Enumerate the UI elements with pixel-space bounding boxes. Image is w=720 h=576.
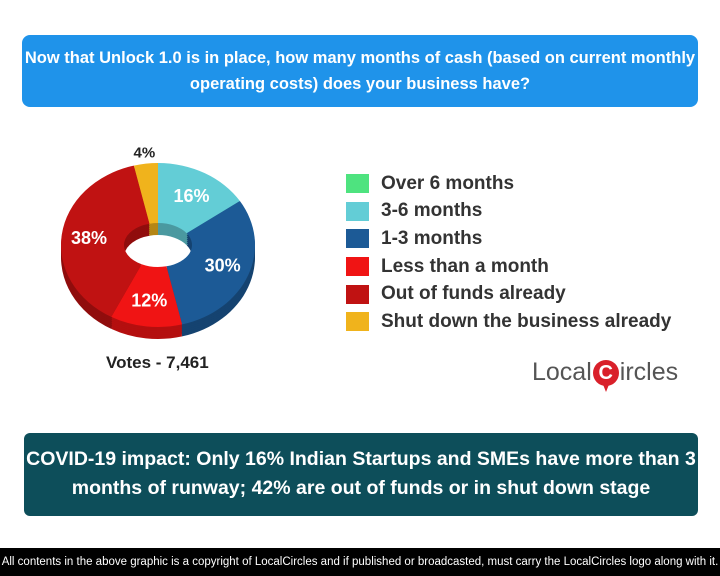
legend-swatch — [346, 229, 369, 249]
slice-1-3-months — [166, 201, 256, 325]
legend-swatch — [346, 257, 369, 277]
legend-item: Over 6 months — [346, 170, 671, 198]
data-label: 16% — [173, 186, 209, 206]
slice-out-of-funds-already — [61, 165, 150, 317]
legend-item: Out of funds already — [346, 280, 671, 308]
headline-banner: COVID-19 impact: Only 16% Indian Startup… — [24, 433, 698, 516]
legend-label: Over 6 months — [381, 172, 515, 194]
legend-label: 3-6 months — [381, 200, 483, 222]
logo-pin-icon: C — [592, 359, 619, 392]
legend: Over 6 months 3-6 months 1-3 months Less th… — [346, 170, 671, 336]
question-title: Now that Unlock 1.0 is in place, how man… — [22, 35, 698, 107]
legend-label: 1-3 months — [381, 227, 483, 249]
legend-swatch — [346, 174, 369, 194]
slice-shut-down-the-business-already — [133, 163, 158, 224]
legend-label: Less than a month — [381, 255, 549, 277]
logo-text-right: ircles — [619, 358, 679, 386]
legend-item: Shut down the business already — [346, 308, 671, 336]
legend-swatch — [346, 312, 369, 332]
legend-label: Out of funds already — [381, 283, 566, 305]
slice-3-6-months — [158, 163, 240, 234]
data-label: 4% — [133, 145, 155, 162]
data-label: 12% — [131, 291, 167, 311]
legend-item: Less than a month — [346, 253, 671, 281]
votes-count: Votes - 7,461 — [106, 353, 209, 372]
logo-text-left: Local — [532, 358, 592, 386]
legend-item: 3-6 months — [346, 198, 671, 226]
data-label: 38% — [71, 228, 107, 248]
legend-swatch — [346, 201, 369, 221]
data-label: 30% — [205, 256, 241, 276]
legend-label: Shut down the business already — [381, 310, 672, 332]
legend-swatch — [346, 284, 369, 304]
slice-less-than-a-month — [111, 264, 183, 327]
copyright-footer: All contents in the above graphic is a c… — [0, 548, 720, 576]
legend-item: 1-3 months — [346, 225, 671, 253]
donut-chart: 16% 30% 12% 38% 4% — [60, 145, 256, 339]
